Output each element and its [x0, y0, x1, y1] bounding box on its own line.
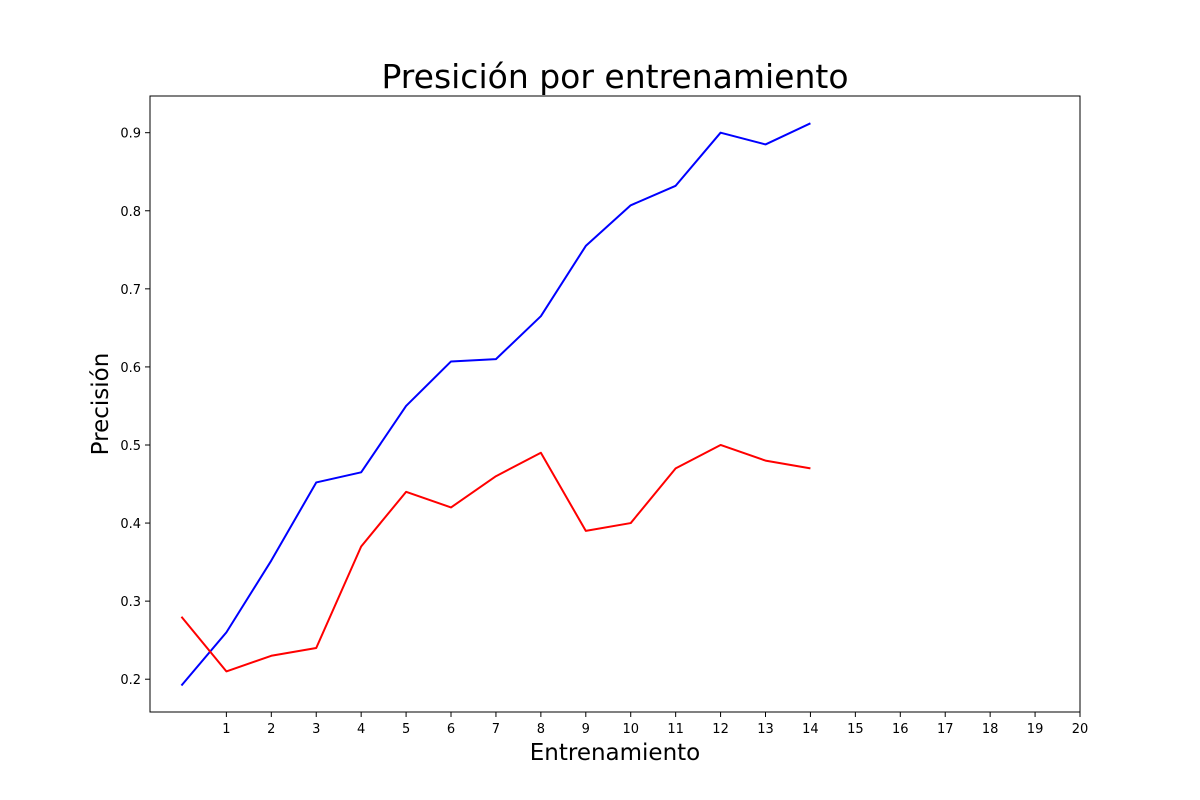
y-tick-label: 0.6: [120, 361, 141, 376]
y-tick-label: 0.4: [120, 517, 141, 532]
x-tick-label: 6: [447, 722, 455, 737]
x-axis-ticks: 1 2 3 4 5 6 7 8 9 10 11 12 13 14 15 16 17 18 19 20: [222, 712, 1088, 737]
plot-area: 1 2 3 4 5 6 7 8 9 10 11 12 13 14 15 16 17 18 19 20 0.20.30.…: [120, 95, 1088, 737]
x-tick-label: 5: [402, 722, 410, 737]
y-tick-label: 0.5: [120, 439, 141, 454]
plot-frame: [149, 95, 1081, 713]
x-tick-label: 20: [1072, 722, 1089, 737]
y-tick-label: 0.7: [120, 283, 141, 298]
series-line-1: [180, 122, 811, 687]
x-axis-label: Entrenamiento: [530, 740, 701, 766]
y-tick-label: 0.9: [120, 127, 141, 142]
x-tick-label: 12: [712, 722, 729, 737]
y-axis-label: Precisión: [88, 353, 114, 456]
x-tick-label: 19: [1027, 722, 1044, 737]
x-tick-label: 4: [357, 722, 365, 737]
series-line-2: [180, 443, 811, 673]
x-tick-label: 3: [312, 722, 320, 737]
x-tick-label: 2: [267, 722, 275, 737]
y-axis-ticks: 0.2 0.3 0.4 0.5 0.6 0.7 0.8 0.9: [120, 127, 150, 688]
x-tick-label: 7: [492, 722, 500, 737]
x-tick-label: 17: [937, 722, 954, 737]
x-tick-label: 16: [892, 722, 909, 737]
x-tick-label: 14: [802, 722, 819, 737]
chart-title: Presición por entrenamiento: [381, 57, 848, 96]
x-tick-label: 11: [667, 722, 684, 737]
y-tick-label: 0.3: [120, 595, 141, 610]
y-tick-label: 0.8: [120, 205, 141, 220]
x-tick-label: 15: [847, 722, 864, 737]
x-tick-label: 9: [582, 722, 590, 737]
x-tick-label: 8: [537, 722, 545, 737]
series-layer: [180, 122, 811, 687]
x-tick-label: 18: [982, 722, 999, 737]
x-tick-label: 10: [622, 722, 639, 737]
x-tick-label: 13: [757, 722, 774, 737]
y-tick-label: 0.2: [120, 673, 141, 688]
x-tick-label: 1: [222, 722, 230, 737]
